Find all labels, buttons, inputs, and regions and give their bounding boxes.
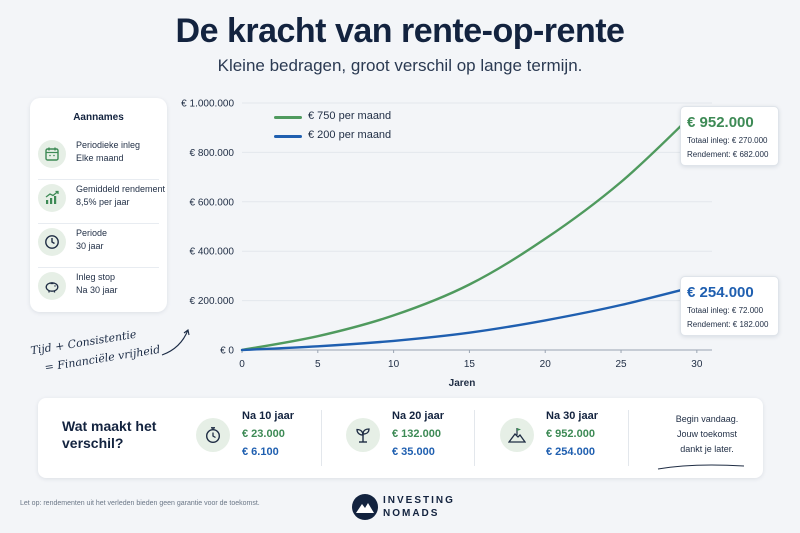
cta-line: dankt je later. [680,444,734,454]
divider [474,410,475,466]
mountain-flag-icon [500,418,534,452]
clock-icon [38,228,66,256]
summary-value-750: € 132.000 [392,428,441,440]
x-tick-label: 5 [315,359,321,370]
divider [38,179,159,180]
assumption-item: Periode 30 jaar [38,224,163,266]
x-tick-label: 20 [540,359,552,370]
callout-amount: € 254.000 [687,284,754,301]
assumption-item: Gemiddeld rendement 8,5% per jaar [38,180,166,222]
summary-value-200: € 254.000 [546,446,595,458]
legend-label-750: € 750 per maand [308,110,392,122]
x-tick-label: 25 [615,359,627,370]
assumption-value: Elke maand [76,153,124,163]
legend-swatch-750 [274,116,302,119]
summary-question: Wat maakt het verschil? [62,418,157,451]
cta-line: Begin vandaag. [675,414,739,424]
assumption-value: 8,5% per jaar [76,197,130,207]
assumption-label: Inleg stop [76,272,116,282]
divider [321,410,322,466]
callout-total-inleg: Totaal inleg: € 270.000 [687,136,768,145]
brand-name-line-2: NOMADS [383,508,440,519]
growth-chart: € 0 € 200.000 € 400.000 € 600.000 € 800.000 €… [161,99,712,389]
y-tick-label: € 200.000 [190,296,235,307]
sprout-icon [346,418,380,452]
summary-heading: Na 30 jaar [546,410,598,422]
summary-column: Na 20 jaar € 132.000 € 35.000 [346,408,496,468]
y-tick-label: € 0 [220,346,234,357]
divider [628,410,629,466]
assumption-label: Gemiddeld rendement [76,184,166,194]
callout-200: € 254.000 Totaal inleg: € 72.000 Rendeme… [680,276,779,336]
callout-750: € 952.000 Totaal inleg: € 270.000 Rendem… [680,106,779,166]
callout-rendement: Rendement: € 182.000 [687,320,769,329]
series-line-1 [240,286,694,352]
summary-value-200: € 35.000 [392,446,435,458]
cta-underline [657,464,745,470]
y-tick-label: € 800.000 [190,148,235,159]
page-subtitle: Kleine bedragen, groot verschil op lange… [217,56,583,75]
summary-heading: Na 10 jaar [242,410,294,422]
stopwatch-icon [196,418,230,452]
calendar-icon [38,140,66,168]
summary-bar: Wat maakt het verschil? Na 10 jaar € 23.… [38,398,763,478]
x-tick-label: 30 [691,359,703,370]
assumptions-panel: Aannames Periodieke inleg Elke maand Gem… [30,98,167,312]
summary-heading: Na 20 jaar [392,410,444,422]
x-tick-label: 0 [239,359,245,370]
assumption-item: Inleg stop Na 30 jaar [38,268,163,310]
cta-line: Jouw toekomst [676,429,738,439]
callout-rendement: Rendement: € 682.000 [687,150,769,159]
assumption-label: Periode [76,228,108,238]
y-tick-label: € 600.000 [190,197,235,208]
x-axis-label: Jaren [449,378,476,389]
disclaimer: Let op: rendementen uit het verleden bie… [20,500,260,507]
handwriting-arrowhead [183,329,190,336]
page-title: De kracht van rente-op-rente [175,12,625,50]
trend-up-icon [38,184,66,212]
summary-column: Na 10 jaar € 23.000 € 6.100 [196,408,346,468]
summary-value-750: € 23.000 [242,428,285,440]
x-tick-label: 15 [464,359,476,370]
y-tick-label: € 1.000.000 [181,99,234,110]
summary-column: Na 30 jaar € 952.000 € 254.000 [500,408,650,468]
legend-label-200: € 200 per maand [308,129,392,141]
callout-amount: € 952.000 [687,114,754,131]
brand-name-line-1: INVESTING [383,495,455,506]
piggy-bank-icon [38,272,66,300]
callout-total-inleg: Totaal inleg: € 72.000 [687,306,764,315]
call-to-action: Begin vandaag. Jouw toekomst dankt je la… [664,412,750,457]
brand-logo: INVESTING NOMADS [352,494,462,522]
assumption-value: Na 30 jaar [76,285,118,295]
divider [38,267,159,268]
series-line-0 [240,113,694,352]
x-tick-label: 10 [388,359,400,370]
legend-swatch-200 [274,135,302,138]
assumptions-title: Aannames [73,112,124,123]
summary-value-750: € 952.000 [546,428,595,440]
assumption-label: Periodieke inleg [76,140,141,150]
assumption-item: Periodieke inleg Elke maand [38,136,163,178]
assumption-value: 30 jaar [76,241,104,251]
handwriting-arrow [161,329,189,356]
summary-value-200: € 6.100 [242,446,279,458]
mountain-logo-icon [352,494,378,520]
y-tick-label: € 400.000 [190,247,235,258]
divider [38,223,159,224]
